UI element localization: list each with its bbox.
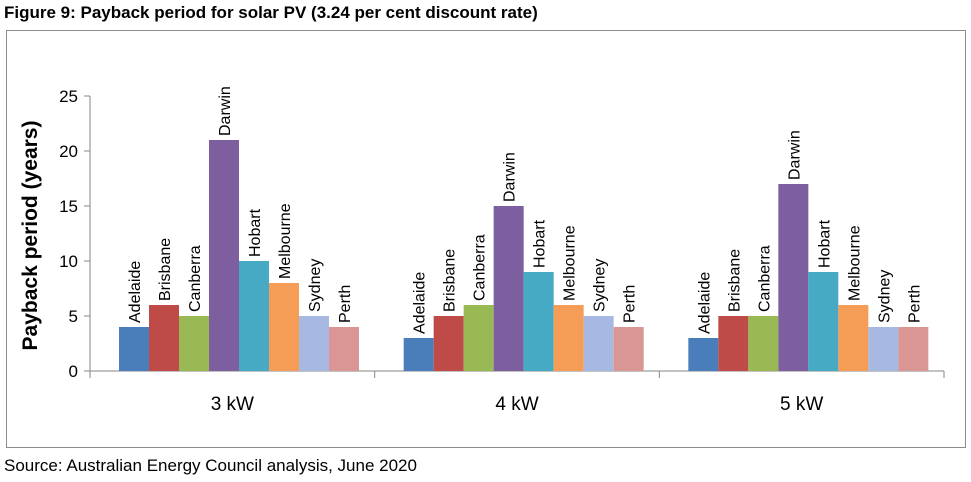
- bar: [119, 327, 149, 371]
- bar-chart: 0 5 10 15 20 25 Payback period (years) 3 kW Adel…: [19, 86, 945, 415]
- y-tick-label: 5: [69, 307, 78, 326]
- bar: [209, 140, 239, 371]
- bar-data-label: Perth: [906, 285, 923, 323]
- x-category-label: 5 kW: [780, 394, 823, 415]
- bar-data-label: Hobart: [247, 208, 264, 257]
- x-category-label: 4 kW: [495, 394, 538, 415]
- bar-data-label: Sydney: [876, 270, 893, 323]
- bars-layer: [119, 140, 929, 371]
- bar: [718, 316, 749, 371]
- bar: [149, 305, 179, 371]
- y-tick-label: 0: [69, 362, 78, 381]
- source-note: Source: Australian Energy Council analys…: [4, 456, 417, 475]
- bar: [868, 327, 899, 371]
- bar: [433, 316, 464, 371]
- bar: [523, 272, 554, 371]
- bar: [898, 327, 929, 371]
- bar: [179, 316, 209, 371]
- bar-data-label: Melbourne: [277, 203, 294, 279]
- y-axis-title: Payback period (years): [19, 121, 42, 351]
- bar: [808, 272, 839, 371]
- bar: [688, 338, 719, 371]
- bar-data-label: Perth: [337, 285, 354, 323]
- bar: [463, 305, 494, 371]
- bar: [748, 316, 779, 371]
- bar-data-label: Hobart: [532, 219, 549, 268]
- y-tick-label: 15: [59, 197, 78, 216]
- bar: [329, 327, 359, 371]
- y-tick-label: 25: [59, 87, 78, 106]
- bar-data-label: Adelaide: [127, 261, 144, 323]
- labels-layer: 0 5 10 15 20 25 Payback period (years) 3 kW Adel…: [19, 86, 923, 415]
- bar-data-label: Brisbane: [442, 249, 459, 312]
- bar: [553, 305, 584, 371]
- bar-data-label: Hobart: [816, 219, 833, 268]
- bar: [583, 316, 614, 371]
- bar-data-label: Brisbane: [157, 238, 174, 301]
- bar: [403, 338, 434, 371]
- chart-frame: 0 5 10 15 20 25 Payback period (years) 3 kW Adel…: [6, 30, 966, 448]
- bar-data-label: Darwin: [786, 130, 803, 180]
- bar-data-label: Melbourne: [846, 225, 863, 301]
- bar: [778, 184, 809, 371]
- bar-data-label: Darwin: [217, 86, 234, 136]
- bar-data-label: Perth: [622, 285, 639, 323]
- bar-data-label: Melbourne: [562, 225, 579, 301]
- y-tick-label: 10: [59, 252, 78, 271]
- bar-data-label: Canberra: [472, 234, 489, 301]
- bar-data-label: Sydney: [592, 259, 609, 312]
- bar: [239, 261, 269, 371]
- bar: [493, 206, 524, 371]
- y-tick-label: 20: [59, 142, 78, 161]
- figure-title: Figure 9: Payback period for solar PV (3…: [4, 3, 538, 22]
- x-category-label: 3 kW: [211, 394, 254, 415]
- bar-data-label: Sydney: [307, 259, 324, 312]
- bar: [299, 316, 329, 371]
- bar-data-label: Canberra: [756, 245, 773, 312]
- bar: [838, 305, 869, 371]
- bar-data-label: Brisbane: [726, 249, 743, 312]
- bar-data-label: Adelaide: [696, 272, 713, 334]
- bar: [269, 283, 299, 371]
- bar-data-label: Darwin: [502, 152, 519, 202]
- bar-data-label: Adelaide: [412, 272, 429, 334]
- bar: [613, 327, 644, 371]
- bar-data-label: Canberra: [187, 245, 204, 312]
